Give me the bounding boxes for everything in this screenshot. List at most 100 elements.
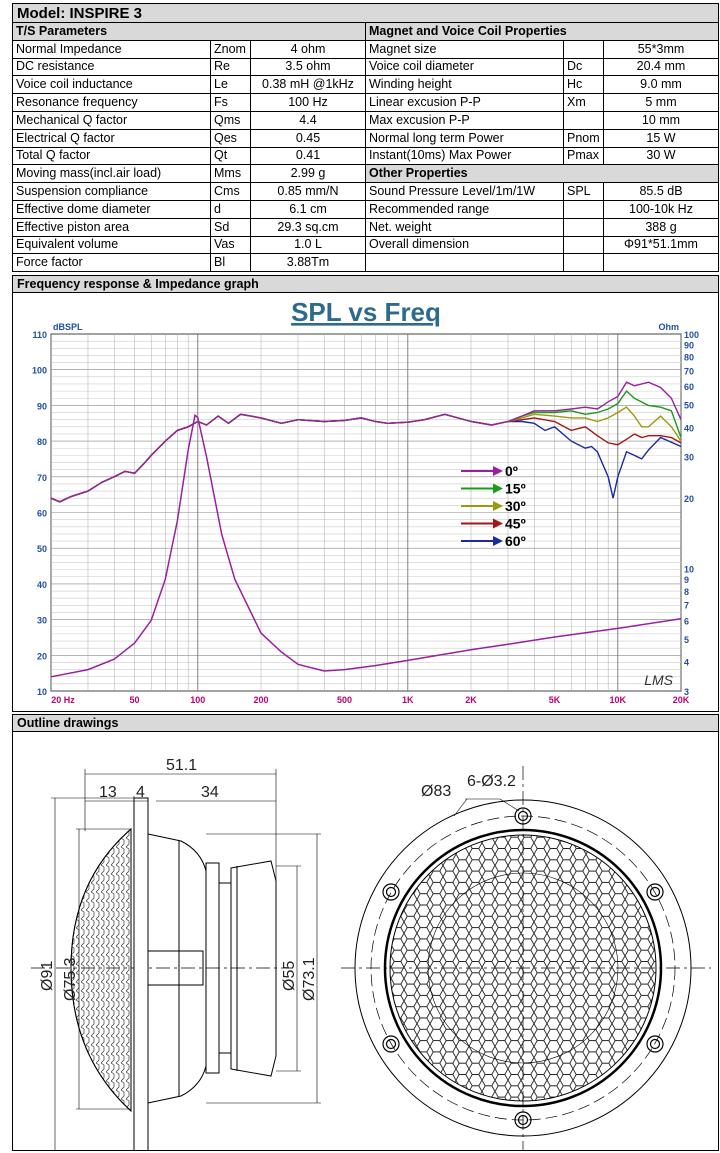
other-row: Net. weight 388 g	[365, 217, 719, 237]
param-name: Resonance frequency	[12, 93, 211, 112]
magnet-row: Instant(10ms) Max Power Pmax 30 W	[365, 146, 719, 166]
legend-label: 15º	[505, 481, 526, 497]
ts-header: T/S Parameters	[12, 22, 366, 41]
y2-tick-label: 80	[684, 353, 694, 363]
lms-logo: LMS	[644, 672, 673, 688]
param-name: Effective piston area	[12, 217, 211, 237]
param-name: DC resistance	[12, 57, 211, 77]
ts-row: DC resistance Re 3.5 ohm	[12, 57, 366, 77]
param-value: 10 mm	[603, 110, 719, 130]
side-view	[31, 797, 291, 1150]
y-tick-label: 20	[37, 651, 47, 661]
dim-holes: 6-Ø3.2	[467, 773, 516, 790]
legend-label: 45º	[505, 516, 526, 532]
y-tick-label: 110	[32, 330, 47, 340]
param-name: Suspension compliance	[12, 182, 211, 201]
ts-row: Force factor Bl 3.88Tm	[12, 253, 366, 273]
model-title: Model: INSPIRE 3	[12, 3, 719, 23]
magnet-row: Winding height Hc 9.0 mm	[365, 75, 719, 95]
param-name: Voice coil diameter	[365, 57, 564, 77]
legend-arrow-icon	[493, 466, 503, 476]
param-symbol: Mms	[210, 164, 251, 184]
dim-magnet-diameter: Ø55	[281, 961, 298, 991]
param-value: 29.3 sq.cm	[250, 217, 366, 237]
param-symbol	[563, 110, 604, 130]
ts-row: Mechanical Q factor Qms 4.4	[12, 110, 366, 130]
param-value: 0.38 mH @1kHz	[250, 75, 366, 95]
param-name: Recommended range	[365, 199, 564, 219]
dim-mount-circle: Ø83	[421, 783, 451, 800]
param-name: Voice coil inductance	[12, 75, 211, 95]
param-name: Normal Impedance	[12, 39, 211, 59]
legend-arrow-icon	[493, 536, 503, 546]
param-value: 2.99 g	[250, 164, 366, 184]
param-symbol: Sd	[210, 217, 251, 237]
y2-tick-label: 30	[684, 453, 694, 463]
dim-basket-diameter: Ø73.1	[301, 957, 318, 1001]
legend-label: 60º	[505, 533, 526, 549]
y2-axis-label: Ohm	[658, 322, 679, 332]
ts-row: Resonance frequency Fs 100 Hz	[12, 93, 366, 112]
y2-tick-label: 4	[684, 658, 689, 668]
spl-frequency-chart: SPL vs Freq10203040506070809010011034567…	[32, 297, 699, 705]
param-value: 6.1 cm	[250, 199, 366, 219]
ts-row: Moving mass(incl.air load) Mms 2.99 g	[12, 164, 366, 184]
param-symbol: Znom	[210, 39, 251, 59]
param-symbol: Qt	[210, 146, 251, 166]
magnet-row: Max excusion P-P 10 mm	[365, 110, 719, 130]
magnet-header: Magnet and Voice Coil Properties	[365, 22, 719, 41]
other-header: Other Properties	[365, 164, 719, 184]
y2-tick-label: 60	[684, 382, 694, 392]
param-symbol: Dc	[563, 57, 604, 77]
param-value: 20.4 mm	[603, 57, 719, 77]
impedance-curve	[50, 413, 682, 678]
param-symbol	[563, 253, 604, 273]
param-symbol: Le	[210, 75, 251, 95]
y2-tick-label: 3	[684, 687, 689, 697]
x-tick-label: 100	[190, 695, 205, 705]
other-row: Recommended range 100-10k Hz	[365, 199, 719, 219]
param-value: 0.85 mm/N	[250, 182, 366, 201]
ts-row: Normal Impedance Znom 4 ohm	[12, 39, 366, 59]
y-tick-label: 100	[32, 366, 47, 376]
x-tick-label: 500	[337, 695, 352, 705]
dim-flange-thickness: 4	[136, 784, 145, 801]
dim-overall-depth: 51.1	[166, 757, 197, 774]
param-symbol	[563, 39, 604, 59]
dim-outer-diameter: Ø91	[39, 961, 56, 991]
param-symbol: Vas	[210, 235, 251, 255]
param-name: Sound Pressure Level/1m/1W	[365, 182, 564, 201]
param-value: 100 Hz	[250, 93, 366, 112]
param-symbol: Bl	[210, 253, 251, 273]
chart-title: SPL vs Freq	[291, 297, 441, 327]
x-tick-label: 50	[130, 695, 140, 705]
param-value: 0.45	[250, 128, 366, 148]
legend-arrow-icon	[493, 483, 503, 494]
y2-tick-label: 5	[684, 635, 689, 645]
param-name: Moving mass(incl.air load)	[12, 164, 211, 184]
dim-grille-depth: 13	[99, 784, 117, 801]
y-tick-label: 10	[37, 687, 47, 697]
param-value: 4.4	[250, 110, 366, 130]
ts-row: Suspension compliance Cms 0.85 mm/N	[12, 182, 366, 201]
y-tick-label: 80	[37, 437, 47, 447]
y2-tick-label: 8	[684, 587, 689, 597]
outline-section-header: Outline drawings	[12, 714, 719, 732]
x-tick-label: 200	[253, 695, 268, 705]
param-name	[365, 253, 564, 273]
spl-curve-0	[50, 381, 682, 503]
y2-tick-label: 6	[684, 616, 689, 626]
ts-row: Electrical Q factor Qes 0.45	[12, 128, 366, 148]
param-value: 3.5 ohm	[250, 57, 366, 77]
x-tick-label: 5K	[549, 695, 561, 705]
x-tick-label: 20 Hz	[51, 695, 75, 705]
y-tick-label: 40	[37, 580, 47, 590]
x-tick-label: 2K	[465, 695, 477, 705]
y-axis-label: dBSPL	[53, 322, 83, 332]
param-value: 15 W	[603, 128, 719, 148]
outline-panel: 51.1 13 4 34 Ø91 Ø75.3 Ø55 Ø73.1 Ø83 6-Ø…	[12, 731, 719, 1151]
legend-label: 0º	[505, 463, 518, 479]
y2-tick-label: 9	[684, 575, 689, 585]
param-name: Total Q factor	[12, 146, 211, 166]
param-value: 100-10k Hz	[603, 199, 719, 219]
